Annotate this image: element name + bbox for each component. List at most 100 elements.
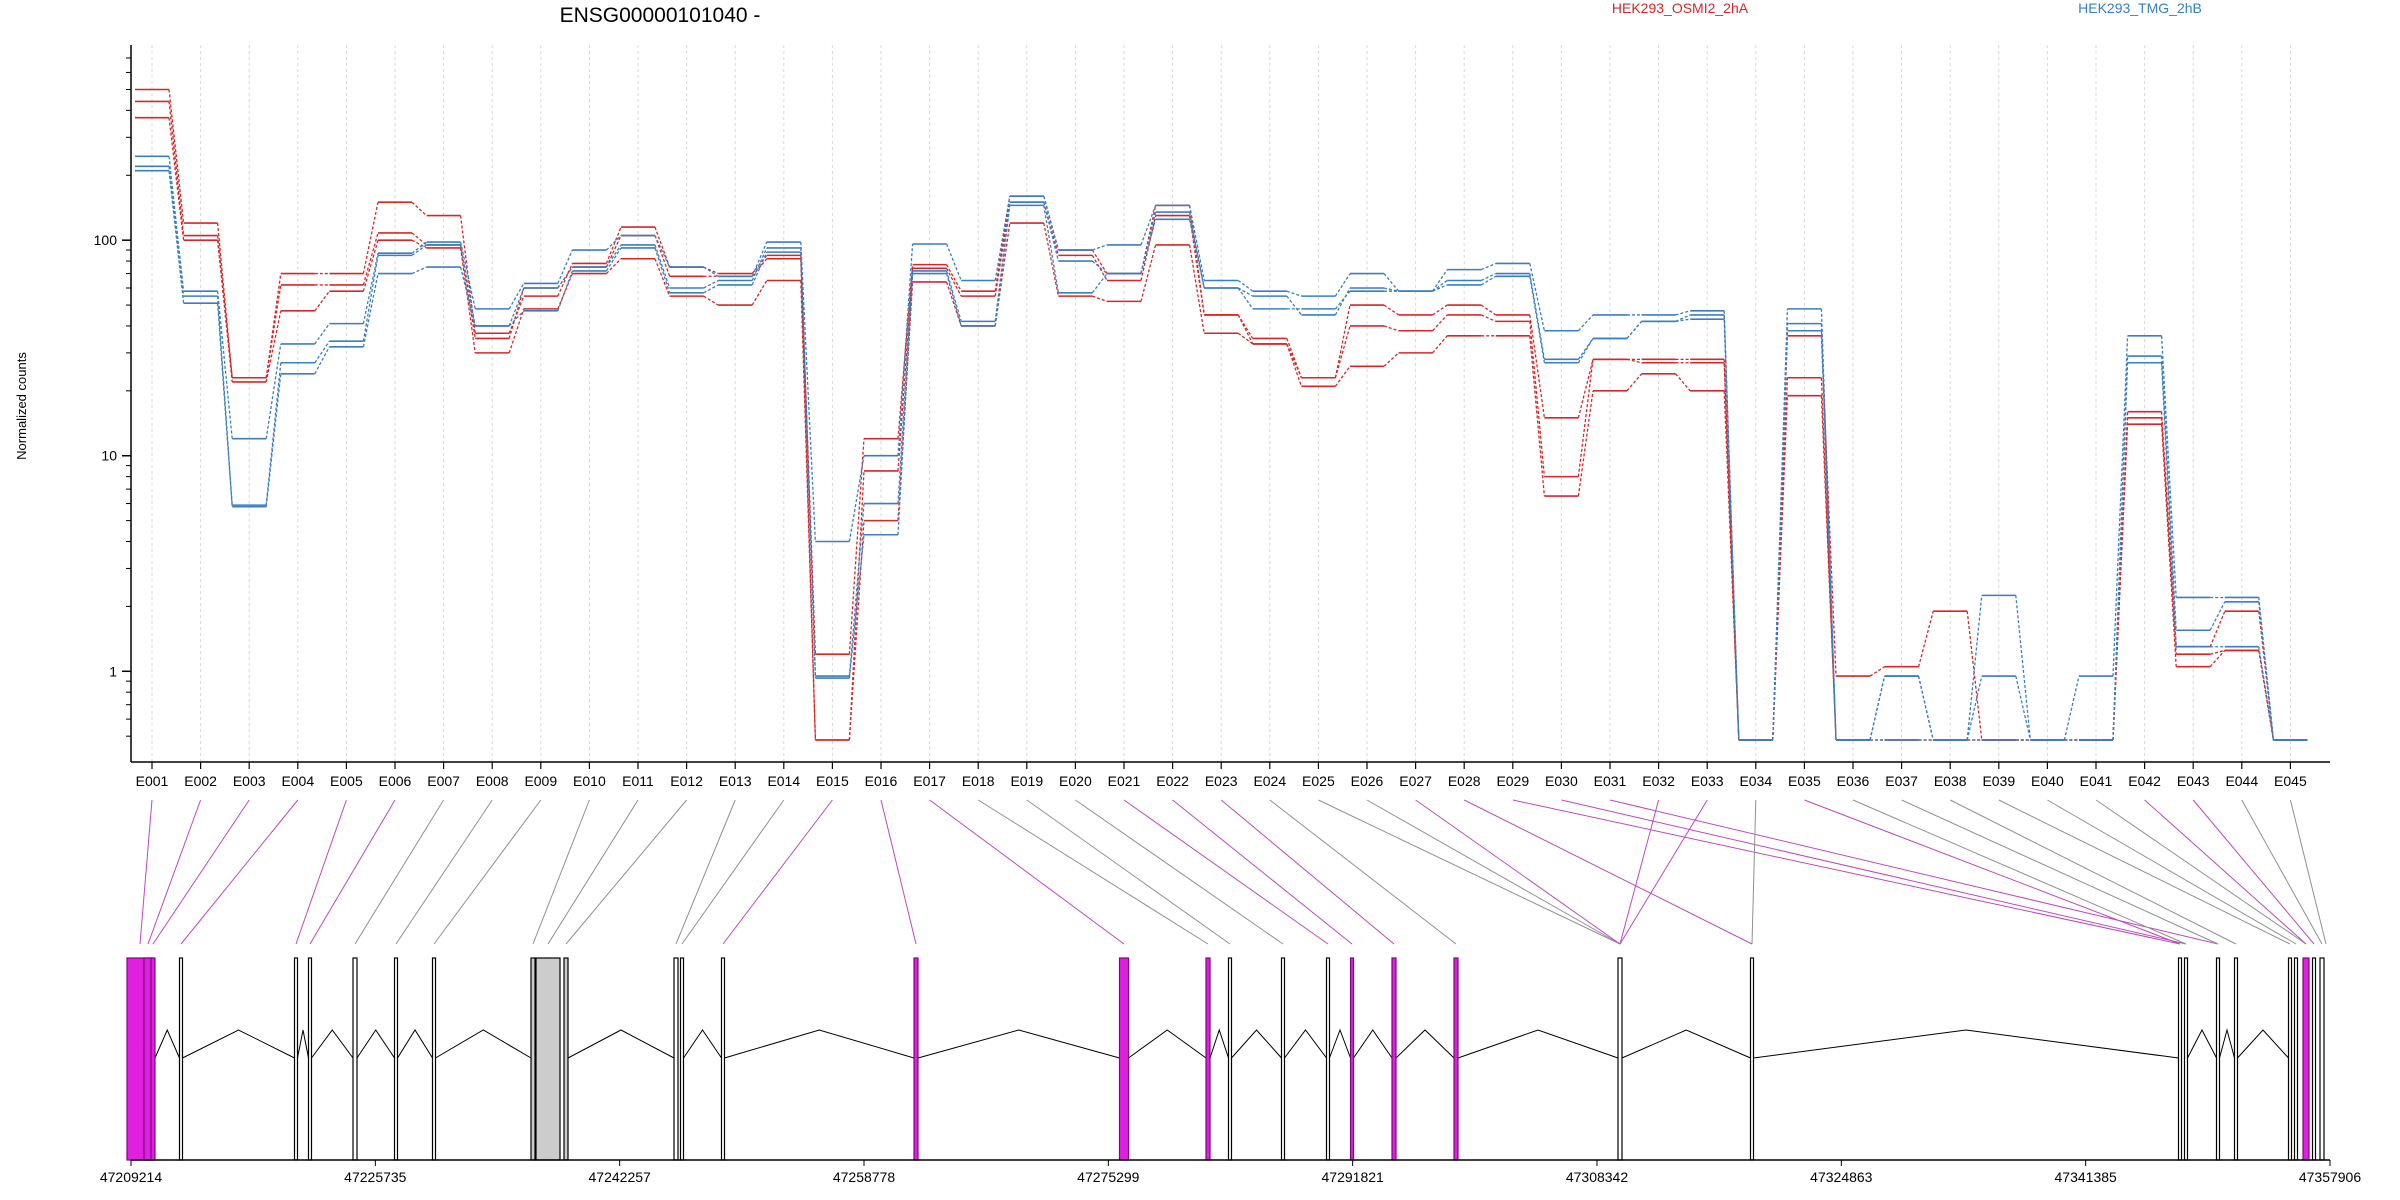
series-connector: [1480, 304, 1497, 316]
intron-line: [1353, 1029, 1393, 1059]
exon-block: [2177, 957, 2183, 1161]
series-connector: [1917, 611, 1934, 667]
series-connector: [1675, 373, 1691, 392]
genome-tick-label: 47308342: [1566, 1169, 1629, 1185]
series-connector: [1577, 390, 1594, 497]
series-connector: [2258, 646, 2275, 741]
series-connector: [897, 268, 914, 471]
series-connector: [508, 308, 525, 354]
genome-tick-label: 47225735: [344, 1169, 407, 1185]
series-connector: [1529, 263, 1546, 331]
exon-block: [2302, 957, 2310, 1161]
series-connector: [2160, 417, 2177, 655]
series-connector: [1432, 284, 1448, 292]
series-connector: [314, 323, 330, 345]
series-connector: [1480, 272, 1497, 282]
series-connector: [1917, 675, 1934, 741]
series-connector: [1675, 318, 1691, 323]
series-connector: [1966, 675, 1983, 741]
intron-line: [1231, 1029, 1282, 1059]
series-connector: [945, 270, 962, 322]
series-connector: [2209, 601, 2226, 631]
series-connector: [605, 244, 622, 268]
series-connector: [1723, 362, 1740, 741]
series-connector: [1529, 273, 1546, 360]
y-tick-label: 10: [101, 448, 117, 464]
exon-connector: [1075, 799, 1284, 945]
intron-line: [2187, 1028, 2217, 1059]
genome-tick-label: 47357906: [2299, 1169, 2362, 1185]
series-connector: [1723, 319, 1740, 741]
x-tick-label: E022: [1156, 773, 1189, 789]
series-connector: [751, 247, 768, 281]
exon-block: [150, 957, 156, 1161]
series-connector: [362, 232, 379, 286]
x-tick-label: E021: [1108, 773, 1141, 789]
intron-line: [397, 1029, 433, 1059]
exon-connector: [395, 799, 493, 945]
x-tick-label: E006: [379, 773, 412, 789]
series-connector: [1334, 273, 1351, 297]
series-connector: [994, 205, 1011, 327]
x-tick-label: E012: [670, 773, 703, 789]
series-connector: [1188, 215, 1205, 316]
series-connector: [1092, 295, 1108, 302]
exon-connector: [309, 799, 396, 945]
series-connector: [2015, 595, 2032, 741]
series-connector: [411, 239, 427, 249]
x-tick-label: E033: [1691, 773, 1724, 789]
series-connector: [848, 534, 865, 679]
exon-connector: [1026, 799, 1231, 945]
y-axis: 1 10 100: [94, 45, 132, 762]
series-connector: [557, 249, 573, 284]
exon-connector: [532, 799, 590, 945]
exon-block: [178, 957, 184, 1161]
intron-line: [917, 1029, 1120, 1059]
intron-line: [182, 1029, 295, 1059]
series-connector: [2160, 424, 2177, 667]
series-connector: [1820, 330, 1837, 741]
intron-line: [1284, 1029, 1327, 1059]
exon-connector: [1751, 799, 1757, 945]
intron-line: [435, 1029, 532, 1059]
series-connector: [1334, 325, 1351, 378]
x-tick-label: E019: [1010, 773, 1043, 789]
series-connector: [2209, 649, 2226, 668]
genome-tick-label: 47209214: [100, 1169, 163, 1185]
exon-connector: [152, 799, 250, 945]
x-tick-label: E016: [865, 773, 898, 789]
series-connector: [1091, 260, 1108, 275]
intron-line: [1209, 1028, 1229, 1059]
series-connector: [1237, 314, 1254, 345]
series-connector: [897, 270, 914, 504]
series-connector: [2258, 650, 2275, 741]
series-connector: [216, 240, 233, 382]
x-tick-label: E029: [1496, 773, 1529, 789]
series-connector: [265, 362, 282, 506]
series-connector: [1383, 273, 1400, 292]
exon-connector: [722, 799, 833, 945]
series-connector: [2112, 335, 2129, 677]
exon-block: [431, 957, 437, 1161]
genome-tick-label: 47242257: [589, 1169, 652, 1185]
series-connector: [168, 156, 185, 292]
x-tick-label: E014: [767, 773, 800, 789]
series-connector: [508, 287, 525, 339]
x-tick-label: E026: [1351, 773, 1384, 789]
series-connector: [800, 255, 817, 655]
intron-line: [567, 1029, 675, 1059]
exon-connector: [547, 799, 639, 945]
x-tick-label: E042: [2128, 773, 2161, 789]
series-connector: [362, 273, 379, 347]
series-connector: [1529, 321, 1546, 477]
series-connector: [1334, 290, 1351, 310]
exon-connector: [681, 799, 785, 945]
series-connector: [1432, 335, 1448, 354]
series-connector: [1432, 279, 1448, 292]
genome-tick-label: 47324863: [1810, 1169, 1873, 1185]
x-tick-label: E003: [233, 773, 266, 789]
intron-line: [1457, 1029, 1619, 1059]
series-connector: [362, 202, 379, 274]
x-tick-label: E028: [1448, 773, 1481, 789]
x-tick-label: E007: [427, 773, 460, 789]
